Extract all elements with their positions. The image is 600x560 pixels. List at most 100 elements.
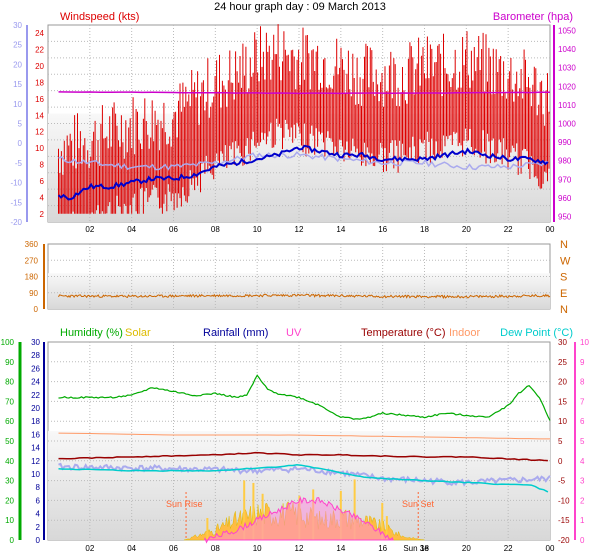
windspeed-axis-tick-label: 6	[40, 177, 45, 186]
weather-panel-x-tick-label: 10	[253, 544, 262, 553]
humidity-axis-tick-label: 70	[5, 397, 14, 406]
legend-dewpoint: Dew Point (°C)	[500, 327, 573, 339]
legend-windspeed: Windspeed (kts)	[60, 11, 139, 23]
rainfall-axis-tick-label: 18	[31, 417, 40, 426]
weather-panel-x-tick-label: 18	[420, 544, 429, 553]
wind-panel-x-tick-label: 14	[336, 225, 345, 234]
humidity-axis-tick-label: 80	[5, 378, 14, 387]
rainfall-axis-tick-label: 12	[31, 457, 40, 466]
annotation-sunrise: Sun Rise	[166, 499, 203, 509]
humidity-axis-tick-label: 40	[5, 457, 14, 466]
rainfall-axis-tick-label: 0	[36, 536, 41, 545]
legend-humidity: Humidity (%)	[60, 327, 123, 339]
left-axis-tick-label: -15	[10, 198, 22, 207]
left-axis-tick-label: 25	[13, 41, 22, 50]
wind-panel-x-tick-label: 02	[85, 225, 94, 234]
uv-axis-tick-label: 8	[580, 378, 585, 387]
compass-label: N	[560, 304, 568, 316]
uv-axis-tick-label: 7	[580, 397, 585, 406]
legend-uv: UV	[286, 327, 302, 339]
x-tick-sun-label: Sun 3e	[403, 544, 429, 553]
wind-panel-x-tick-label: 00	[546, 225, 555, 234]
weather-panel-x-tick-label: 16	[378, 544, 387, 553]
humidity-axis-tick-label: 0	[10, 536, 15, 545]
rainfall-axis-tick-label: 10	[31, 470, 40, 479]
temperature-axis-tick-label: -5	[558, 477, 566, 486]
temperature-axis-tick-label: 5	[558, 437, 563, 446]
series-temperature	[58, 451, 548, 462]
wind-panel-x-tick-label: 12	[295, 225, 304, 234]
rainfall-axis-tick-label: 22	[31, 391, 40, 400]
series-dewpoint	[58, 464, 549, 493]
rainfall-axis-tick-label: 16	[31, 430, 40, 439]
windspeed-axis-tick-label: 16	[35, 95, 44, 104]
legend-temperature: Temperature (°C)	[361, 327, 445, 339]
left-axis-tick-label: 30	[13, 21, 22, 30]
legend-barometer: Barometer (hpa)	[493, 11, 573, 23]
weather-panel-x-tick-label: 20	[462, 544, 471, 553]
windspeed-axis-tick-label: 2	[40, 210, 45, 219]
barometer-axis-tick-label: 950	[558, 212, 572, 221]
legend-solar: Solar	[125, 327, 151, 339]
weather-panel-x-tick-label: 14	[336, 544, 345, 553]
direction-axis-tick-label: 90	[29, 289, 38, 298]
weather-panel-x-tick-label: 06	[169, 544, 178, 553]
windspeed-axis-tick-label: 8	[40, 161, 45, 170]
rainfall-axis-tick-label: 24	[31, 378, 40, 387]
left-axis-tick-label: 10	[13, 100, 22, 109]
rainfall-axis-tick-label: 28	[31, 351, 40, 360]
barometer-axis-tick-label: 990	[558, 138, 572, 147]
weather-panel-x-tick-label: 04	[127, 544, 136, 553]
uv-axis-tick-label: 6	[580, 417, 585, 426]
barometer-axis-tick-label: 1040	[558, 45, 576, 54]
temperature-axis-tick-label: 15	[558, 397, 567, 406]
uv-axis-tick-label: 1	[580, 516, 585, 525]
barometer-axis-tick-label: 1030	[558, 64, 576, 73]
windspeed-axis-tick-label: 18	[35, 78, 44, 87]
wind-panel-x-tick-label: 16	[378, 225, 387, 234]
annotation-sunset: Sun Set	[402, 499, 435, 509]
compass-label: S	[560, 272, 567, 284]
wind-panel-x-tick-label: 08	[211, 225, 220, 234]
rainfall-axis-tick-label: 14	[31, 444, 40, 453]
series-barometer	[58, 91, 551, 95]
compass-label: W	[560, 255, 571, 267]
humidity-axis-tick-label: 10	[5, 516, 14, 525]
barometer-axis-tick-label: 960	[558, 194, 572, 203]
series-wind-direction	[58, 293, 551, 300]
weather-panel-x-tick-label: 08	[211, 544, 220, 553]
wind-panel-x-tick-label: 06	[169, 225, 178, 234]
direction-panel-shade	[48, 273, 550, 309]
windspeed-axis-tick-label: 12	[35, 128, 44, 137]
humidity-axis-tick-label: 90	[5, 358, 14, 367]
barometer-axis-tick-label: 1050	[558, 27, 576, 36]
uv-axis-tick-label: 4	[580, 457, 585, 466]
barometer-axis-tick-label: 980	[558, 157, 572, 166]
direction-axis-tick-label: 180	[25, 273, 39, 282]
temperature-axis-tick-label: -15	[558, 516, 570, 525]
uv-axis-tick-label: 2	[580, 496, 585, 505]
humidity-axis-tick-label: 100	[1, 338, 15, 347]
temperature-axis-tick-label: 30	[558, 338, 567, 347]
windspeed-axis-tick-label: 4	[40, 193, 45, 202]
legend-indoor: Indoor	[449, 327, 481, 339]
uv-axis-tick-label: 9	[580, 358, 585, 367]
series-humidity	[58, 374, 551, 421]
temperature-axis-tick-label: 25	[558, 358, 567, 367]
wind-panel-x-tick-label: 04	[127, 225, 136, 234]
compass-label: N	[560, 239, 568, 251]
temperature-axis-tick-label: 10	[558, 417, 567, 426]
left-axis-tick-label: 15	[13, 80, 22, 89]
humidity-axis-tick-label: 30	[5, 477, 14, 486]
weather-panel-x-tick-label: 02	[85, 544, 94, 553]
windspeed-axis-tick-label: 14	[35, 111, 44, 120]
windspeed-axis-tick-label: 10	[35, 144, 44, 153]
windspeed-axis-tick-label: 22	[35, 46, 44, 55]
legend-rainfall: Rainfall (mm)	[203, 327, 268, 339]
wind-panel-x-tick-label: 10	[253, 225, 262, 234]
weather-panel-x-tick-label: 00	[546, 544, 555, 553]
rainfall-axis-tick-label: 6	[36, 496, 41, 505]
graph-title: 24 hour graph day : 09 March 2013	[214, 1, 386, 13]
series-dewpoint-lavender	[58, 462, 551, 487]
